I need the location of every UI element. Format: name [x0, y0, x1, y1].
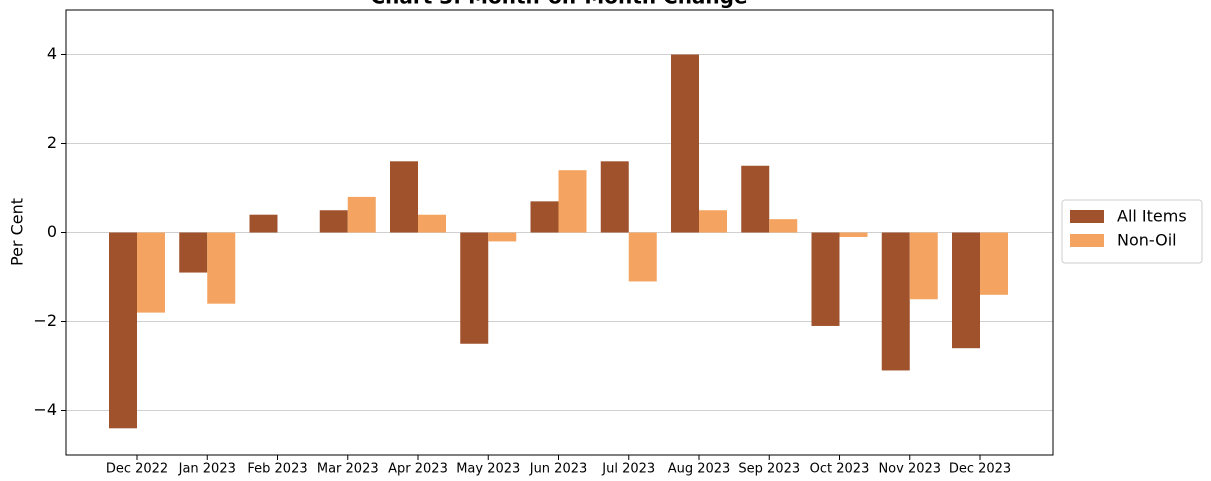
bar	[839, 232, 868, 237]
plot-frame	[65, 9, 1054, 456]
x-tick-label: Jul 2023	[601, 462, 655, 477]
bar	[137, 232, 165, 313]
bar	[249, 214, 278, 233]
x-tick-label: Sep 2023	[738, 462, 800, 477]
bar	[909, 232, 938, 300]
bar	[811, 232, 840, 326]
x-tick-label: May 2023	[456, 462, 520, 477]
x-tick-label: Jun 2023	[529, 462, 588, 477]
bar	[460, 232, 489, 344]
y-tick-label: 0	[47, 222, 57, 241]
bar	[741, 165, 770, 233]
bar	[628, 232, 657, 282]
bar	[952, 232, 980, 349]
bar	[881, 232, 910, 371]
bar	[980, 232, 1008, 295]
bar	[671, 54, 699, 233]
x-tick-label: Feb 2023	[247, 462, 307, 477]
chart-title: Chart 3: Month-on-Month Change	[370, 0, 747, 9]
x-tick-label: Dec 2022	[106, 462, 168, 477]
bar	[207, 232, 236, 304]
bar	[769, 219, 798, 233]
x-tick-label: Aug 2023	[668, 462, 731, 477]
y-tick-label: 2	[47, 133, 57, 152]
y-axis-label: Per Cent	[8, 198, 27, 266]
bar	[347, 196, 376, 233]
bar	[488, 232, 517, 242]
y-tick-label: −4	[33, 400, 57, 419]
y-tick-label: 4	[47, 44, 57, 63]
bar	[600, 161, 629, 233]
bar	[418, 214, 446, 233]
bar	[390, 161, 418, 233]
y-tick-label: −2	[33, 311, 57, 330]
legend-label: Non-Oil	[1117, 231, 1177, 250]
legend-label: All Items	[1117, 207, 1187, 226]
bar	[530, 201, 559, 233]
x-tick-label: Oct 2023	[810, 462, 870, 477]
x-tick-label: Mar 2023	[317, 462, 379, 477]
x-tick-label: Dec 2023	[949, 462, 1011, 477]
bar	[558, 170, 587, 233]
legend-swatch	[1070, 234, 1104, 247]
legend-swatch	[1070, 210, 1104, 223]
bar	[179, 232, 208, 273]
x-tick-label: Jan 2023	[178, 462, 236, 477]
bar	[319, 210, 348, 233]
x-tick-label: Nov 2023	[878, 462, 941, 477]
bar	[109, 232, 137, 429]
bar	[699, 210, 727, 233]
x-tick-label: Apr 2023	[388, 462, 448, 477]
